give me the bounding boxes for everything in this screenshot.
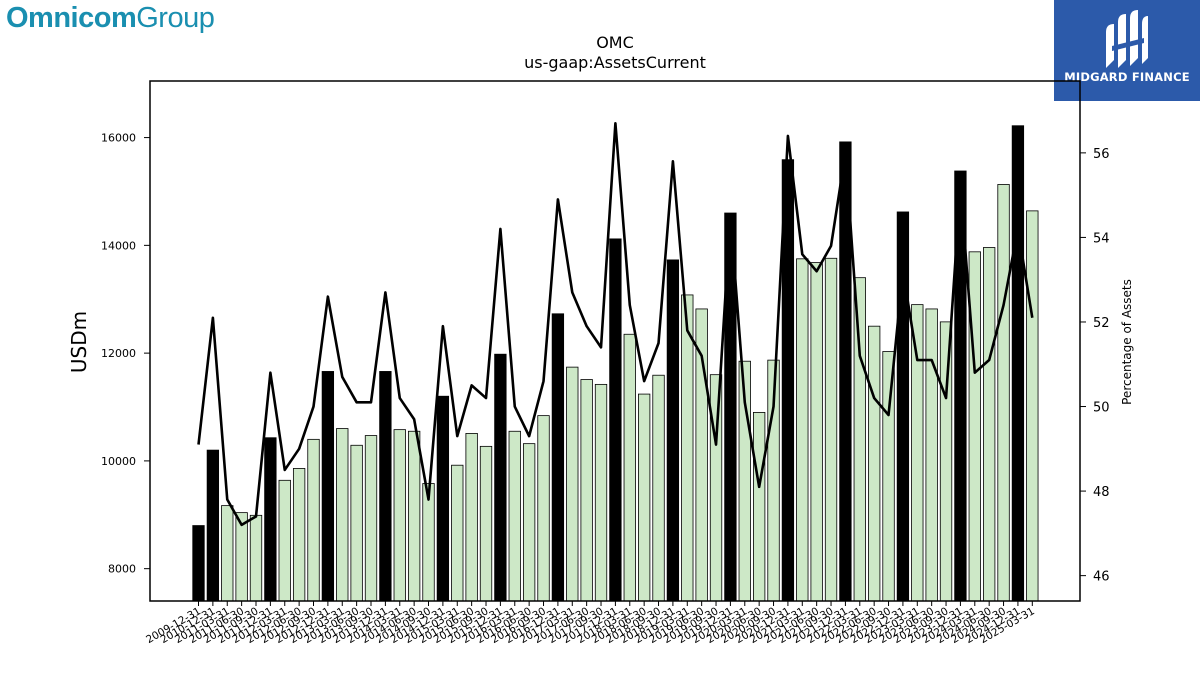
bar-2021-03-31 [796,258,809,602]
y-tick-label-left-12000: 12000 [101,347,136,360]
bar-2025-03-31 [1026,210,1039,602]
bar-2021-09-30 [824,257,838,602]
bar-2016-12-31 [551,313,565,602]
midgard-finance-logo: MIDGARD FINANCE [1054,0,1200,101]
midgard-mark-icon [1106,10,1148,68]
bar-2019-06-30 [695,308,708,602]
logo-text-omnicom: Omnicom [6,2,137,34]
bar-2022-03-31 [853,277,866,602]
bar-2011-12-31 [264,437,277,602]
bar-2011-03-31 [221,505,234,602]
percentage-line [197,121,1034,527]
bar-2016-09-30 [537,415,550,602]
bar-2022-06-30 [868,325,881,602]
y-tick-label-right-48: 48 [1093,485,1110,500]
y-tick-label-right-56: 56 [1093,147,1110,162]
bar-2018-06-30 [638,393,651,602]
bar-2016-03-31 [508,430,521,602]
y-tick-label-left-8000: 8000 [108,563,136,576]
bar-2012-09-30 [307,438,320,602]
bar-2018-12-31 [666,259,680,602]
bar-2020-06-30 [753,411,766,602]
bar-2017-09-30 [594,383,608,602]
bar-2018-09-30 [652,374,665,602]
bar-2014-03-31 [393,429,406,602]
bar-2015-03-31 [451,464,464,602]
bar-2015-12-31 [494,353,507,602]
logo-text-group: Group [136,2,215,34]
bar-2017-06-30 [580,379,593,602]
bar-2011-09-30 [249,514,263,602]
bar-2019-09-30 [709,374,723,602]
y-tick-label-right-50: 50 [1093,401,1110,416]
bar-2016-06-30 [522,443,536,602]
bar-2023-06-30 [925,308,938,602]
chart-title: OMC [596,33,634,52]
y-axis-label-left: USDm [67,311,91,373]
bar-2014-12-31 [436,395,450,602]
bar-2012-06-30 [292,468,306,602]
chart-subtitle: us-gaap:AssetsCurrent [524,53,706,72]
bar-2014-06-30 [407,430,421,602]
bar-2024-06-30 [983,247,996,602]
y-axis-left: 8000 10000 12000 14000 16000 [101,132,150,576]
bar-2024-09-30 [997,184,1010,602]
bar-2024-12-31 [1011,125,1025,602]
bar-2014-09-30 [422,483,435,602]
y-tick-label-right-54: 54 [1093,231,1110,246]
bar-2019-03-31 [681,294,694,602]
bar-2015-09-30 [479,445,493,602]
bar-2015-06-30 [465,433,478,602]
bar-2009-12-31 [192,525,205,602]
bar-2013-09-30 [364,435,378,602]
line-series [197,121,1034,527]
omnicom-group-logo: OmnicomGroup [6,2,215,35]
bar-2010-12-31 [206,449,220,602]
bar-2023-09-30 [939,321,953,602]
bar-2017-12-31 [609,238,622,602]
x-axis: 2009-12-312010-12-312011-03-312011-06-30… [144,601,1037,646]
bar-2013-03-31 [336,428,349,602]
bar-2013-12-31 [379,371,392,602]
y-axis-right: 46 48 50 52 54 56 [1080,147,1110,585]
bar-series [192,125,1039,602]
bar-2012-03-31 [278,479,291,602]
y-tick-label-left-14000: 14000 [101,239,136,252]
midgard-finance-label: MIDGARD FINANCE [1064,70,1190,84]
bar-2012-12-31 [321,371,335,602]
y-tick-label-left-16000: 16000 [101,132,136,145]
y-axis-label-right: Percentage of Assets [1120,279,1134,405]
bar-2013-06-30 [350,444,363,602]
bar-2022-09-30 [882,351,895,602]
bar-2018-03-31 [623,333,636,602]
bar-2021-06-30 [810,262,823,602]
y-tick-label-right-52: 52 [1093,316,1110,331]
y-tick-label-left-10000: 10000 [101,455,136,468]
y-tick-label-right-46: 46 [1093,570,1110,585]
bar-2023-03-31 [911,304,924,602]
bar-2017-03-31 [566,366,579,602]
